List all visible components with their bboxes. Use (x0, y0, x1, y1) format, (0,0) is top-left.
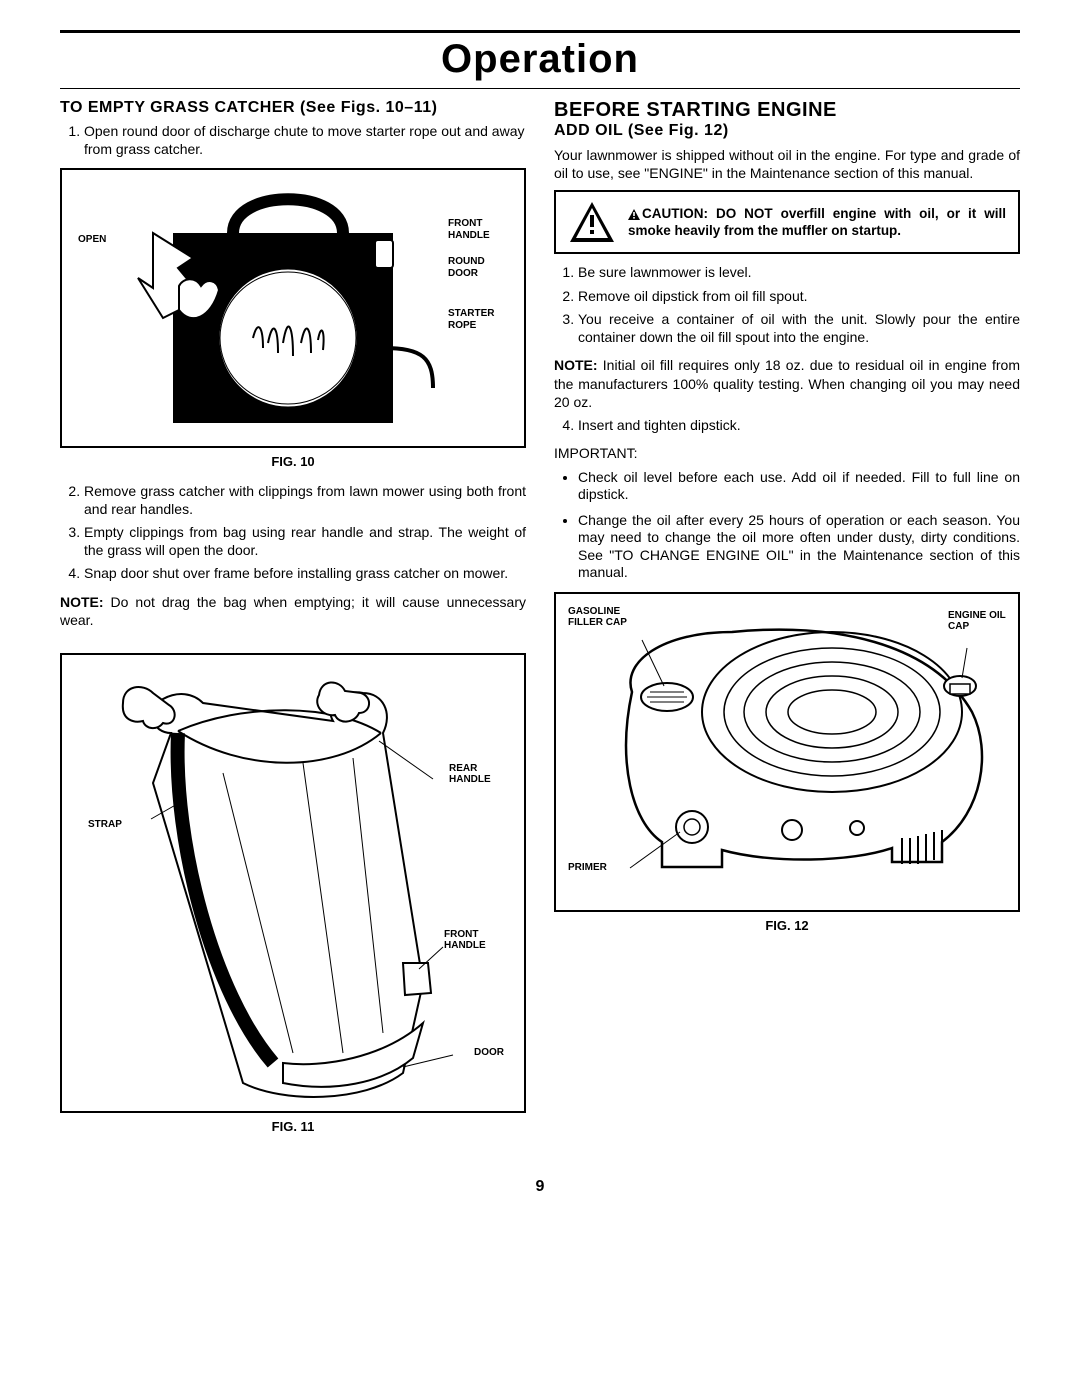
note-text: Do not drag the bag when emptying; it wi… (60, 594, 526, 628)
caution-label: CAUTION: (642, 206, 708, 221)
oil-step-1: Be sure lawnmower is level. (578, 264, 1020, 282)
right-column: BEFORE STARTING ENGINE ADD OIL (See Fig.… (554, 99, 1020, 1148)
figure-11-illustration: STRAP REAR HANDLE FRONT HANDLE DOOR (72, 663, 514, 1103)
two-column-layout: TO EMPTY GRASS CATCHER (See Figs. 10–11)… (60, 99, 1020, 1148)
inline-warning-icon (628, 209, 640, 220)
oil-step-3: You receive a container of oil with the … (578, 311, 1020, 346)
figure-11-box: STRAP REAR HANDLE FRONT HANDLE DOOR (60, 653, 526, 1113)
fig10-label-starter-rope: STARTER ROPE (448, 308, 508, 331)
fig12-caption: FIG. 12 (554, 918, 1020, 933)
empty-catcher-steps-b: Remove grass catcher with clippings from… (60, 483, 526, 583)
oil-note-text: Initial oil fill requires only 18 oz. du… (554, 357, 1020, 409)
before-start-heading: BEFORE STARTING ENGINE (554, 99, 1020, 122)
top-rule-thin (60, 88, 1020, 89)
left-column: TO EMPTY GRASS CATCHER (See Figs. 10–11)… (60, 99, 526, 1148)
note-label: NOTE: (60, 594, 104, 610)
bullet-2: Change the oil after every 25 hours of o… (578, 512, 1020, 582)
oil-step-4: Insert and tighten dipstick. (578, 417, 1020, 435)
caution-box: CAUTION: DO NOT overfill engine with oil… (554, 190, 1020, 254)
empty-catcher-heading: TO EMPTY GRASS CATCHER (See Figs. 10–11) (60, 99, 526, 117)
fig11-caption: FIG. 11 (60, 1119, 526, 1134)
fig11-label-door: DOOR (474, 1047, 504, 1059)
fig11-label-rear-handle: REAR HANDLE (449, 763, 504, 786)
important-bullets: Check oil level before each use. Add oil… (554, 469, 1020, 582)
bullet-1: Check oil level before each use. Add oil… (578, 469, 1020, 504)
add-oil-heading: ADD OIL (See Fig. 12) (554, 122, 1020, 140)
top-rule-thick (60, 30, 1020, 33)
oil-note: NOTE: Initial oil fill requires only 18 … (554, 356, 1020, 411)
step-3: Empty clippings from bag using rear hand… (84, 524, 526, 559)
add-oil-steps-b: Insert and tighten dipstick. (554, 417, 1020, 435)
figure-10-illustration: OPEN FRONT HANDLE ROUND DOOR STARTER ROP… (72, 178, 514, 438)
fig12-label-gas-cap: GASOLINE FILLER CAP (568, 606, 648, 629)
caution-text: CAUTION: DO NOT overfill engine with oil… (628, 205, 1006, 240)
step-4: Snap door shut over frame before install… (84, 565, 526, 583)
figure-12-illustration: GASOLINE FILLER CAP ENGINE OIL CAP PRIME… (566, 602, 1008, 902)
fig12-label-oil-cap: ENGINE OIL CAP (948, 610, 1008, 633)
fig11-svg (72, 663, 514, 1103)
page-title: Operation (60, 37, 1020, 82)
drag-note: NOTE: Do not drag the bag when emptying;… (60, 593, 526, 629)
fig10-label-open: OPEN (78, 234, 106, 246)
fig11-label-front-handle: FRONT HANDLE (444, 929, 504, 952)
fig11-label-strap: STRAP (88, 819, 122, 831)
oil-note-label: NOTE: (554, 357, 598, 373)
fig12-label-primer: PRIMER (568, 862, 607, 874)
empty-catcher-steps-a: Open round door of discharge chute to mo… (60, 123, 526, 158)
important-label: IMPORTANT: (554, 444, 1020, 462)
figure-10-box: OPEN FRONT HANDLE ROUND DOOR STARTER ROP… (60, 168, 526, 448)
step-2: Remove grass catcher with clippings from… (84, 483, 526, 518)
add-oil-steps-a: Be sure lawnmower is level. Remove oil d… (554, 264, 1020, 346)
figure-12-box: GASOLINE FILLER CAP ENGINE OIL CAP PRIME… (554, 592, 1020, 912)
step-1: Open round door of discharge chute to mo… (84, 123, 526, 158)
fig10-label-front-handle: FRONT HANDLE (448, 218, 508, 241)
fig12-svg (566, 602, 1008, 902)
add-oil-intro: Your lawnmower is shipped without oil in… (554, 146, 1020, 182)
oil-step-2: Remove oil dipstick from oil fill spout. (578, 288, 1020, 306)
fig10-caption: FIG. 10 (60, 454, 526, 469)
warning-icon (568, 200, 616, 244)
page-number: 9 (60, 1178, 1020, 1196)
fig10-label-round-door: ROUND DOOR (448, 256, 508, 279)
